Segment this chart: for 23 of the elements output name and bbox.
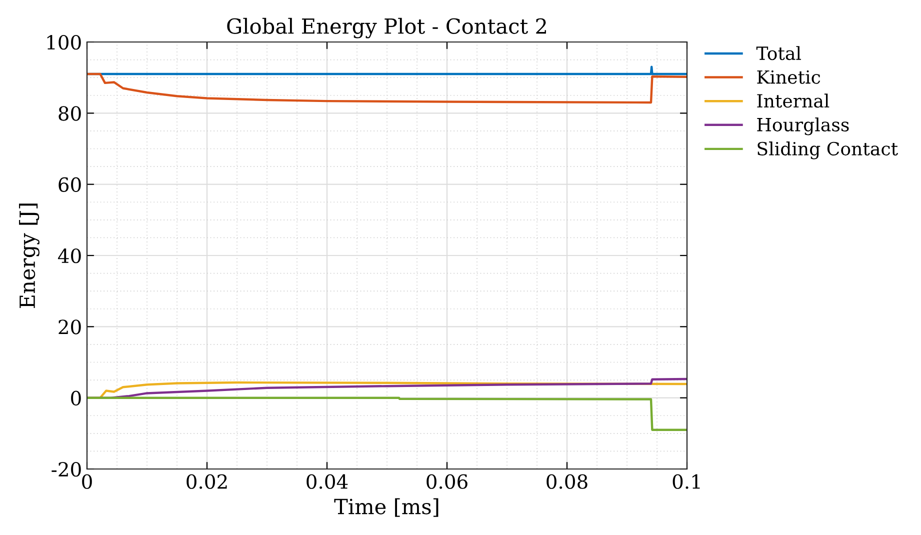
y-tick-label: 60 [58,177,81,192]
y-axis-title: Energy [J] [19,204,40,308]
legend-label: Kinetic [757,70,820,84]
x-tick-label: 0.04 [306,474,348,489]
y-tick-label: 20 [58,320,81,334]
legend-label: Hourglass [757,117,849,136]
y-tick-label: -20 [52,462,81,477]
chart-title: Global Energy Plot - Contact 2 [227,18,546,38]
x-axis-title: Time [ms] [334,498,438,517]
line-series [87,396,687,431]
line-series [87,72,687,104]
x-tick-label: 0.1 [672,474,700,489]
y-tick-label: 40 [58,248,81,264]
y-tick-label: 80 [58,106,81,121]
x-tick-label: 0.06 [426,474,468,489]
x-tick-label: 0 [82,474,92,489]
legend-label: Internal [757,94,830,108]
legend-label: Sliding Contact [758,142,898,160]
x-tick-label: 0.02 [186,474,227,489]
y-tick-label: 0 [71,390,81,406]
legend-label: Total [756,46,801,60]
y-tick-label: 100 [47,34,81,50]
x-tick-label: 0.08 [546,474,588,489]
